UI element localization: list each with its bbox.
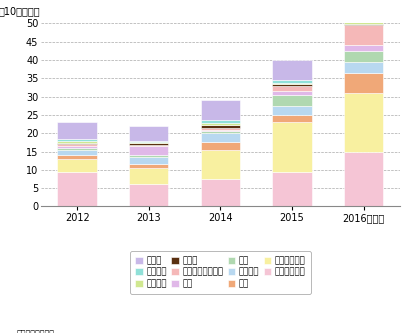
Bar <box>272 172 312 206</box>
Bar <box>201 100 240 121</box>
Bar <box>344 73 383 93</box>
Bar <box>201 121 240 123</box>
Bar <box>272 122 312 172</box>
Bar <box>344 0 383 20</box>
Bar <box>201 133 240 143</box>
Bar <box>201 179 240 206</box>
Bar <box>58 150 97 155</box>
Bar <box>344 152 383 206</box>
Bar <box>201 128 240 130</box>
Bar <box>58 144 97 146</box>
Bar <box>201 150 240 179</box>
Bar <box>344 20 383 22</box>
Bar <box>58 143 97 144</box>
Bar <box>58 172 97 206</box>
Bar <box>272 95 312 106</box>
Bar <box>58 140 97 141</box>
Text: 備考：西暦ベース: 備考：西暦ベース <box>16 330 54 333</box>
Text: （10億ドル）: （10億ドル） <box>0 6 40 16</box>
Bar <box>272 80 312 83</box>
Bar <box>272 106 312 115</box>
Bar <box>344 62 383 73</box>
Bar <box>201 143 240 150</box>
Bar <box>201 123 240 125</box>
Legend: その他, フランス, キプロス, ドイツ, アラブ首長国連邦, 英国, 米国, オランダ, 日本, シンガポール, モーリシャス: その他, フランス, キプロス, ドイツ, アラブ首長国連邦, 英国, 米国, … <box>130 251 311 294</box>
Bar <box>129 141 169 142</box>
Bar <box>201 131 240 133</box>
Bar <box>272 83 312 85</box>
Bar <box>58 155 97 159</box>
Bar <box>129 155 169 157</box>
Bar <box>272 85 312 86</box>
Bar <box>129 126 169 141</box>
Bar <box>58 122 97 140</box>
Bar <box>129 164 169 168</box>
Bar <box>129 146 169 155</box>
Bar <box>201 130 240 131</box>
Bar <box>129 145 169 146</box>
Bar <box>58 146 97 148</box>
Bar <box>129 184 169 206</box>
Bar <box>272 115 312 122</box>
Bar <box>272 60 312 80</box>
Bar <box>344 24 383 25</box>
Bar <box>129 142 169 143</box>
Bar <box>344 22 383 24</box>
Bar <box>344 51 383 62</box>
Bar <box>129 168 169 184</box>
Bar <box>344 93 383 152</box>
Bar <box>344 45 383 51</box>
Bar <box>129 143 169 145</box>
Bar <box>272 86 312 91</box>
Bar <box>344 25 383 45</box>
Bar <box>129 157 169 164</box>
Bar <box>58 148 97 150</box>
Bar <box>272 91 312 95</box>
Bar <box>58 159 97 172</box>
Bar <box>58 141 97 143</box>
Bar <box>201 125 240 128</box>
